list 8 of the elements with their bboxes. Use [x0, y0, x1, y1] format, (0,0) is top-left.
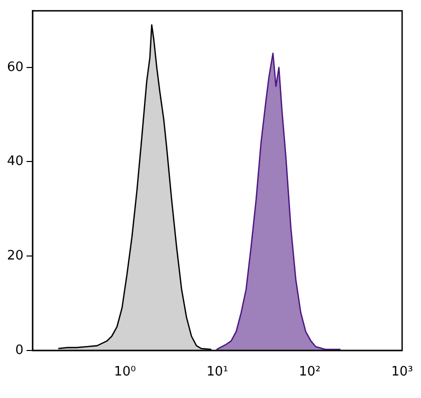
- y-tick-label: 20: [6, 248, 24, 264]
- y-tick-label: 40: [6, 154, 24, 170]
- y-tick-label: 0: [15, 342, 24, 358]
- x-tick-label: 10¹: [206, 364, 228, 380]
- x-tick-label: 10²: [298, 364, 321, 380]
- x-tick-label: 10³: [391, 364, 414, 380]
- x-tick-label: 10⁰: [114, 364, 136, 380]
- y-tick-label: 60: [6, 60, 24, 75]
